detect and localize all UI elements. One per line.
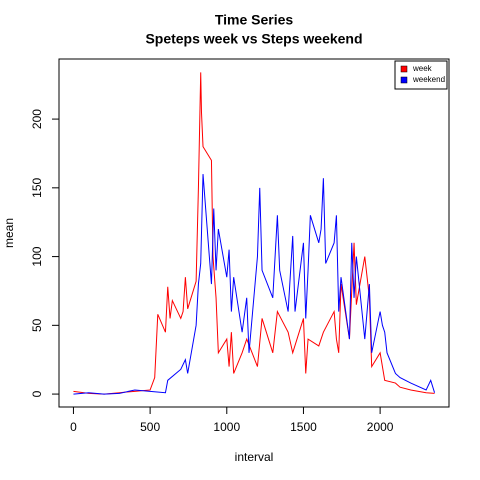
series-line xyxy=(73,174,436,395)
legend-box xyxy=(394,60,448,90)
x-tick-label: 1500 xyxy=(290,420,317,434)
y-tick-label: 50 xyxy=(30,318,44,332)
x-tick-label: 2000 xyxy=(367,420,394,434)
chart-subtitle: Speteps week vs Steps weekend xyxy=(145,31,362,47)
y-tick-label: 200 xyxy=(30,109,44,129)
y-tick-label: 100 xyxy=(30,246,44,266)
legend-label: weekend xyxy=(412,75,445,84)
legend-swatch xyxy=(400,76,408,84)
legend-label: week xyxy=(412,64,433,73)
plot-frame xyxy=(58,58,450,408)
legend-swatch xyxy=(400,65,408,73)
x-tick-label: 1000 xyxy=(213,420,240,434)
y-axis-label: mean xyxy=(2,218,16,248)
chart-title: Time Series xyxy=(215,12,294,28)
series-line xyxy=(73,72,435,395)
x-tick-label: 0 xyxy=(70,420,77,434)
x-tick-label: 500 xyxy=(140,420,160,434)
y-tick-label: 150 xyxy=(30,178,44,198)
y-tick-label: 0 xyxy=(30,390,44,397)
x-axis-label: interval xyxy=(235,450,274,464)
